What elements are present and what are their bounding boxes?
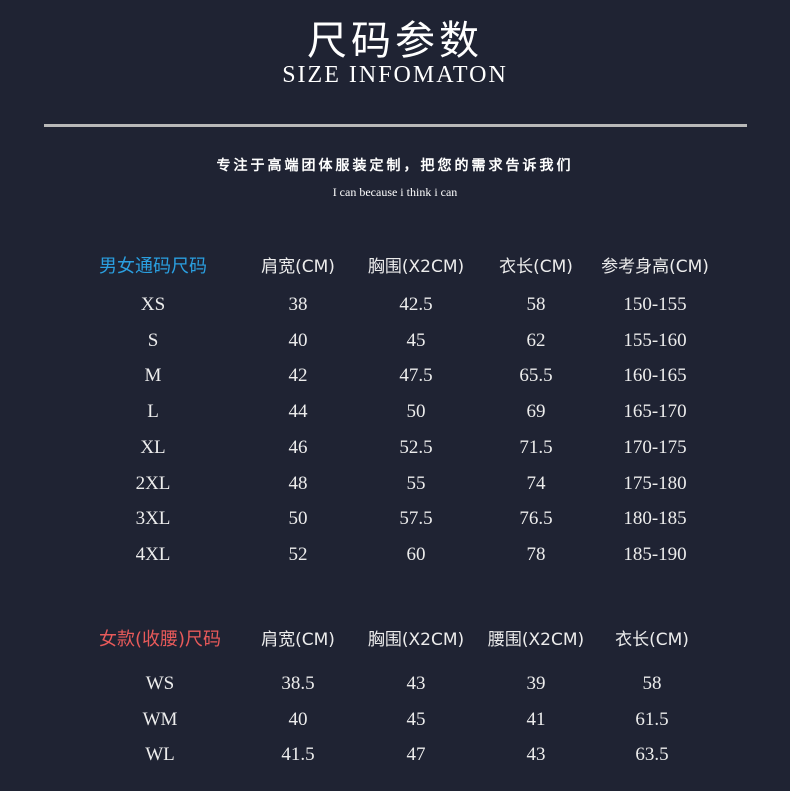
unisex-table-cell: 69 (526, 401, 546, 423)
unisex-table-cell: 62 (526, 329, 546, 351)
women-table-cell: 63.5 (635, 744, 669, 765)
unisex-table-row: 4XL 52 60 78 185-190 (0, 540, 790, 570)
women-table-cell: 38.5 (281, 673, 315, 694)
unisex-table-cell: 71.5 (519, 436, 553, 458)
tagline: 专注于高端团体服装定制，把您的需求告诉我们 (216, 158, 574, 174)
unisex-table-header-row: 男女通码尺码 肩宽(CM) 胸围(X2CM) 衣长(CM) 参考身高(CM) (0, 252, 790, 282)
unisex-table-row: M 42 47.5 65.5 160-165 (0, 361, 790, 391)
women-table-header-cell: 腰围(X2CM) (487, 630, 585, 650)
unisex-table-cell: 4XL (135, 543, 171, 565)
unisex-table-cell: 50 (288, 508, 308, 530)
women-table-header-cell: 衣长(CM) (615, 630, 689, 650)
women-table-cell: 40 (288, 709, 308, 730)
unisex-table-header-cell: 胸围(X2CM) (367, 257, 465, 277)
women-table-header-cell: 肩宽(CM) (261, 630, 335, 650)
unisex-table-cell: 160-165 (623, 365, 687, 387)
women-table-row: WL 41.5 47 43 63.5 (0, 740, 790, 770)
unisex-table-cell: 76.5 (519, 508, 553, 530)
unisex-table-cell: 47.5 (399, 365, 433, 387)
unisex-table-cell: 155-160 (623, 329, 687, 351)
unisex-table-cell: 60 (406, 543, 426, 565)
unisex-table-header-cell: 肩宽(CM) (261, 257, 335, 277)
unisex-table-cell: 45 (406, 329, 426, 351)
unisex-table-row: S 40 45 62 155-160 (0, 326, 790, 356)
unisex-table-cell: XS (140, 294, 166, 315)
unisex-table-row: L 44 50 69 165-170 (0, 397, 790, 427)
unisex-table-header-cell: 男女通码尺码 (99, 256, 207, 277)
women-table-cell: 41 (526, 709, 546, 730)
women-table-cell: 47 (406, 744, 426, 765)
unisex-table-row: XS 38 42.5 58 150-155 (0, 290, 790, 320)
unisex-table-cell: 150-155 (623, 294, 687, 315)
unisex-table-cell: 170-175 (623, 436, 687, 458)
unisex-table-header-cell: 衣长(CM) (499, 257, 573, 277)
women-table-cell: WS (145, 673, 175, 694)
unisex-table-cell: 52.5 (399, 436, 433, 458)
unisex-table-cell: 46 (288, 436, 308, 458)
page-title: 尺码参数 (307, 18, 483, 64)
unisex-table-cell: 185-190 (623, 543, 687, 565)
women-table-header-row: 女款(收腰)尺码 肩宽(CM) 胸围(X2CM) 腰围(X2CM) 衣长(CM) (0, 625, 790, 655)
women-table-header-cell: 胸围(X2CM) (367, 630, 465, 650)
unisex-table-cell: 57.5 (399, 508, 433, 530)
unisex-table-cell: 48 (288, 472, 308, 494)
unisex-table-cell: 42.5 (399, 294, 433, 315)
women-table-row: WS 38.5 43 39 58 (0, 669, 790, 699)
women-table-cell: 39 (526, 673, 546, 694)
unisex-table-cell: S (147, 329, 159, 351)
unisex-table-row: 2XL 48 55 74 175-180 (0, 469, 790, 499)
unisex-table-cell: 74 (526, 472, 546, 494)
women-table-cell: WM (142, 709, 178, 730)
unisex-table-cell: XL (140, 436, 166, 458)
unisex-table-cell: 175-180 (623, 472, 687, 494)
page-subtitle: SIZE INFOMATON (282, 62, 508, 88)
unisex-table-cell: 78 (526, 543, 546, 565)
unisex-table-header-cell: 参考身高(CM) (601, 257, 709, 277)
women-table-cell: 58 (642, 673, 662, 694)
women-table-header-cell: 女款(收腰)尺码 (98, 629, 222, 650)
unisex-table-cell: 2XL (135, 472, 171, 494)
unisex-table-cell: 65.5 (519, 365, 553, 387)
unisex-table-cell: 52 (288, 543, 308, 565)
unisex-table-cell: 42 (288, 365, 308, 387)
unisex-table-cell: 3XL (135, 508, 171, 530)
women-table-cell: 43 (526, 744, 546, 765)
unisex-table-row: XL 46 52.5 71.5 170-175 (0, 433, 790, 463)
women-table-cell: 43 (406, 673, 426, 694)
unisex-table-cell: 58 (526, 294, 546, 315)
women-table-cell: 41.5 (281, 744, 315, 765)
divider (44, 124, 747, 127)
unisex-table-row: 3XL 50 57.5 76.5 180-185 (0, 504, 790, 534)
women-table-cell: WL (145, 744, 175, 765)
unisex-table-cell: L (147, 401, 159, 423)
motto: I can because i think i can (332, 185, 458, 199)
unisex-table-cell: 50 (406, 401, 426, 423)
unisex-table-cell: 38 (288, 294, 308, 315)
unisex-table-cell: 40 (288, 329, 308, 351)
unisex-table-cell: 44 (288, 401, 308, 423)
women-table-row: WM 40 45 41 61.5 (0, 705, 790, 735)
unisex-table-cell: 165-170 (623, 401, 687, 423)
women-table-cell: 45 (406, 709, 426, 730)
unisex-table-cell: M (144, 365, 162, 387)
women-table-cell: 61.5 (635, 709, 669, 730)
unisex-table-cell: 55 (406, 472, 426, 494)
unisex-table-cell: 180-185 (623, 508, 687, 530)
